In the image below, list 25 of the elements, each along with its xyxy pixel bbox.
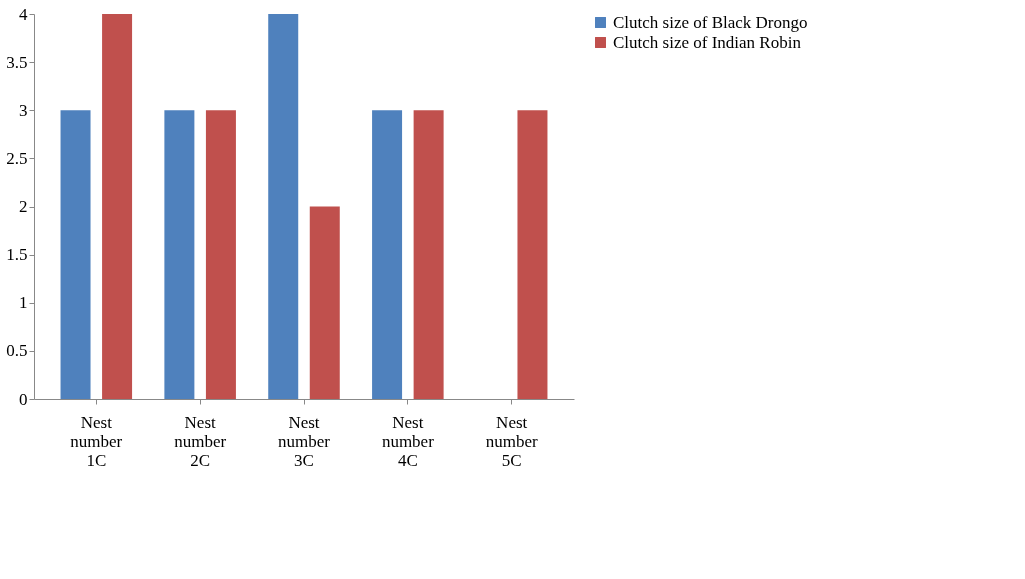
bar <box>309 206 340 399</box>
y-tick-label: 2 <box>19 197 28 216</box>
bar <box>164 110 195 399</box>
bar <box>102 14 133 399</box>
legend-label: Clutch size of Black Drongo <box>613 12 808 32</box>
y-tick-label: 0 <box>19 389 28 409</box>
y-tick-label: 1.5 <box>6 245 28 265</box>
bar <box>60 110 91 399</box>
x-tick-label: Nest number 4C <box>381 412 435 470</box>
y-tick-label: 2.5 <box>6 148 28 168</box>
y-tick-label: 1 <box>19 293 28 313</box>
y-tick-label: 3.5 <box>6 52 28 72</box>
y-tick-label: 3 <box>19 100 28 120</box>
legend-label: Clutch size of Indian Robin <box>613 32 802 52</box>
x-tick-label: Nest number 2C <box>174 412 227 470</box>
x-tick-label: Nest number 1C <box>70 412 123 470</box>
bar <box>372 110 403 399</box>
y-tick-label: 4 <box>19 4 28 24</box>
bar <box>517 110 548 399</box>
x-tick-label: Nest number 3C <box>278 412 331 470</box>
bar <box>205 110 236 399</box>
y-tick-label: 0.5 <box>6 341 28 361</box>
bar <box>413 110 444 399</box>
bar <box>268 14 299 399</box>
x-tick-label: Nest number 5C <box>485 412 538 470</box>
